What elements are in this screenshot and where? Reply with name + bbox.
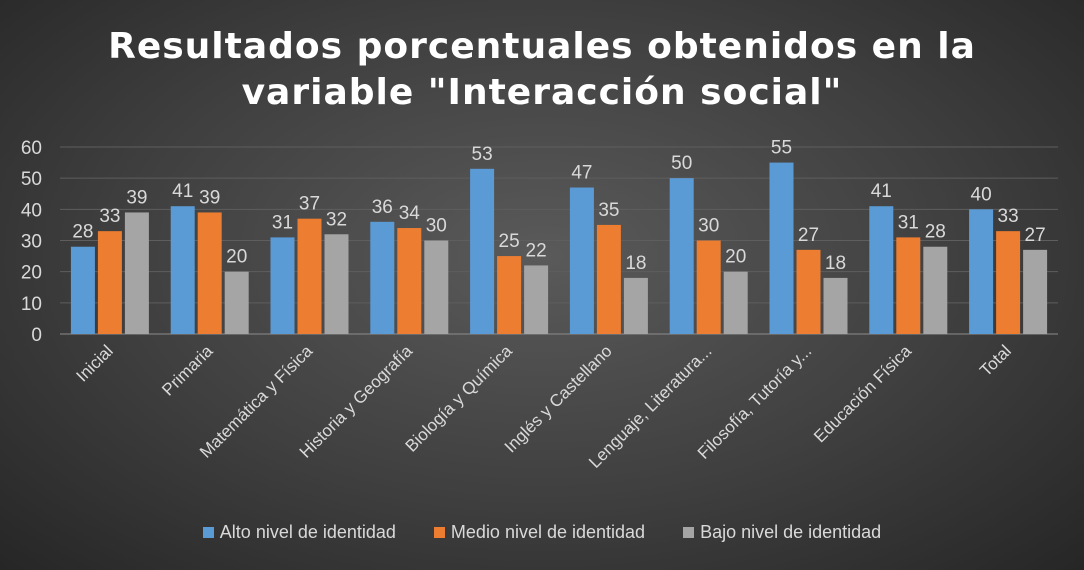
data-label: 37 xyxy=(299,194,320,215)
y-tick-label: 0 xyxy=(31,325,42,346)
data-label: 18 xyxy=(825,253,846,274)
data-label: 20 xyxy=(226,247,247,268)
x-tick-label: Filosofía, Tutoría y... xyxy=(694,341,815,462)
data-label: 41 xyxy=(871,181,892,202)
y-tick-label: 40 xyxy=(21,200,42,221)
data-label: 28 xyxy=(72,222,93,243)
bar-bajo xyxy=(923,246,948,334)
bar-alto xyxy=(669,178,694,334)
title-line-2: variable "Interacción social" xyxy=(241,72,843,113)
data-label: 39 xyxy=(126,187,147,208)
x-tick-label: Inicial xyxy=(73,341,117,385)
y-tick-label: 20 xyxy=(21,263,42,284)
x-tick-label: Historia y Geografía xyxy=(296,341,417,462)
data-label: 30 xyxy=(698,216,719,237)
bar-medio xyxy=(197,212,222,334)
bar-alto xyxy=(170,206,195,334)
legend: Alto nivel de identidad Medio nivel de i… xyxy=(0,522,1084,543)
title-line-1: Resultados porcentuales obtenidos en la xyxy=(108,26,976,67)
bar-bajo xyxy=(723,271,748,334)
legend-label: Bajo nivel de identidad xyxy=(700,522,882,542)
data-label: 31 xyxy=(272,212,293,233)
data-label: 18 xyxy=(625,253,646,274)
bar-bajo xyxy=(224,271,249,334)
legend-item-alto: Alto nivel de identidad xyxy=(202,522,396,543)
y-tick-label: 10 xyxy=(21,294,42,315)
data-label: 41 xyxy=(172,181,193,202)
data-label: 36 xyxy=(372,197,393,218)
bar-medio xyxy=(297,218,322,334)
bar-bajo xyxy=(1023,249,1048,334)
legend-item-medio: Medio nivel de identidad xyxy=(433,522,646,543)
data-label: 50 xyxy=(671,153,692,174)
bar-alto xyxy=(70,246,95,334)
chart-title: Resultados porcentuales obtenidos en la … xyxy=(0,24,1084,116)
data-label: 31 xyxy=(898,212,919,233)
y-tick-label: 60 xyxy=(21,138,42,159)
bar-medio xyxy=(97,231,122,334)
bar-alto xyxy=(370,221,395,334)
bar-medio xyxy=(596,224,621,334)
bar-bajo xyxy=(324,234,349,334)
legend-label: Alto nivel de identidad xyxy=(219,522,396,542)
bar-bajo xyxy=(823,277,848,334)
bar-alto xyxy=(769,162,794,334)
legend-item-bajo: Bajo nivel de identidad xyxy=(683,522,881,543)
x-tick-label: Inglés y Castellano xyxy=(501,341,616,456)
data-label: 25 xyxy=(499,231,520,252)
legend-label: Medio nivel de identidad xyxy=(450,522,646,542)
y-tick-label: 50 xyxy=(21,169,42,190)
x-tick-label: Primaria xyxy=(158,341,217,400)
data-label: 33 xyxy=(998,206,1019,227)
data-label: 30 xyxy=(426,216,447,237)
data-label: 20 xyxy=(725,247,746,268)
x-tick-label: Total xyxy=(976,341,1015,380)
bar-medio xyxy=(397,228,422,334)
y-tick-label: 30 xyxy=(21,232,42,253)
legend-swatch xyxy=(433,527,445,538)
legend-swatch xyxy=(202,527,214,538)
data-label: 27 xyxy=(1025,225,1046,246)
bar-medio xyxy=(696,240,721,334)
legend-swatch xyxy=(683,527,695,538)
bar-alto xyxy=(569,187,594,334)
data-label: 35 xyxy=(598,200,619,221)
data-label: 39 xyxy=(199,187,220,208)
data-label: 33 xyxy=(99,206,120,227)
data-label: 28 xyxy=(925,222,946,243)
bar-medio xyxy=(996,231,1021,334)
data-label: 27 xyxy=(798,225,819,246)
bar-medio xyxy=(497,256,522,334)
data-label: 53 xyxy=(472,144,493,165)
bar-bajo xyxy=(524,265,549,334)
bar-bajo xyxy=(124,212,149,334)
x-tick-label: Biología y Química xyxy=(402,341,517,456)
x-tick-label: Educación Física xyxy=(810,341,915,446)
bar-bajo xyxy=(424,240,449,334)
data-label: 55 xyxy=(771,138,792,159)
bar-bajo xyxy=(623,277,648,334)
bar-alto xyxy=(470,168,495,334)
bar-alto xyxy=(869,206,894,334)
bar-alto xyxy=(969,209,994,334)
data-label: 47 xyxy=(571,163,592,184)
bar-medio xyxy=(896,237,921,334)
x-tick-label: Matemática y Física xyxy=(196,341,317,462)
bar-medio xyxy=(796,249,821,334)
data-label: 22 xyxy=(526,240,547,261)
data-label: 34 xyxy=(399,203,421,224)
data-label: 32 xyxy=(326,209,347,230)
data-label: 40 xyxy=(971,184,992,205)
bar-alto xyxy=(270,237,295,334)
